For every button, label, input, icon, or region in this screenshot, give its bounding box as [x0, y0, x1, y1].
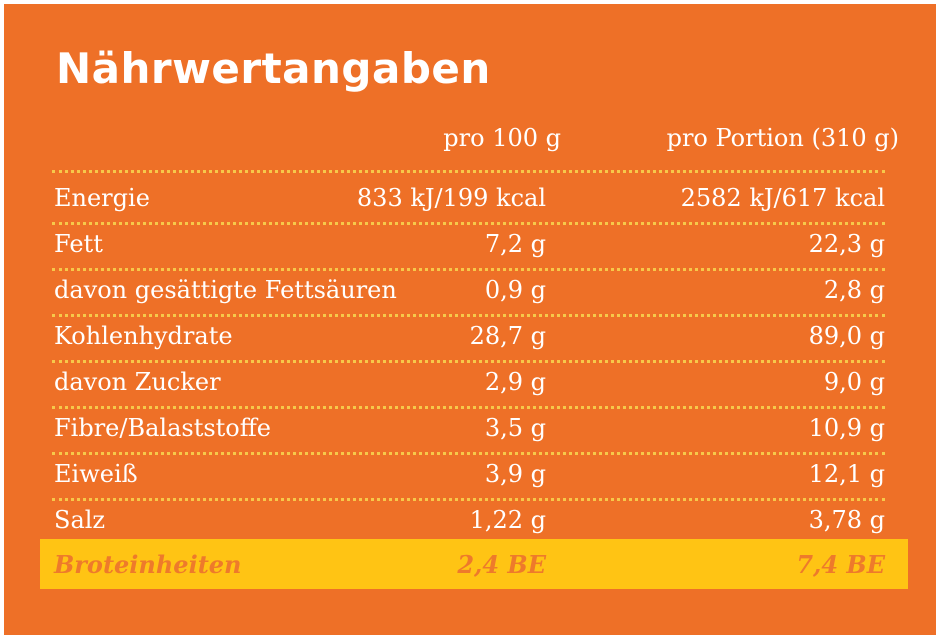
value-per-100g: 3,9 g: [484, 460, 546, 488]
column-header-per-portion: pro Portion (310 g): [666, 124, 899, 152]
row-label: Broteinheiten: [54, 550, 242, 579]
column-header-per-100g: pro 100 g: [443, 124, 561, 152]
row-label: davon Zucker: [54, 368, 221, 396]
table-row-energie: Energie 833 kJ/199 kcal 2582 kJ/617 kcal: [52, 176, 885, 220]
table-row-zucker: davon Zucker 2,9 g 9,0 g: [52, 360, 885, 404]
table-row-fett: Fett 7,2 g 22,3 g: [52, 222, 885, 266]
row-label: Kohlenhydrate: [54, 322, 233, 350]
value-per-portion: 9,0 g: [823, 368, 885, 396]
row-label: davon gesättigte Fettsäuren: [54, 276, 397, 304]
value-per-portion: 89,0 g: [808, 322, 885, 350]
row-divider: [52, 222, 885, 225]
row-label: Fibre/Balaststoffe: [54, 414, 272, 442]
page-title: Nährwertangaben: [56, 44, 491, 93]
row-label: Fett: [54, 230, 103, 258]
value-per-portion: 7,4 BE: [796, 550, 885, 579]
value-per-100g: 2,4 BE: [457, 550, 546, 579]
broteinheiten-highlight: [40, 539, 908, 589]
row-label: Energie: [54, 184, 150, 212]
value-per-100g: 833 kJ/199 kcal: [356, 184, 546, 212]
value-per-portion: 3,78 g: [808, 506, 885, 534]
table-row-eiweiss: Eiweiß 3,9 g 12,1 g: [52, 452, 885, 496]
value-per-100g: 0,9 g: [484, 276, 546, 304]
table-row-kohlenhydrate: Kohlenhydrate 28,7 g 89,0 g: [52, 314, 885, 358]
table-row-ballaststoffe: Fibre/Balaststoffe 3,5 g 10,9 g: [52, 406, 885, 450]
value-per-100g: 3,5 g: [484, 414, 546, 442]
row-divider: [52, 268, 885, 271]
row-divider: [52, 170, 885, 173]
nutrition-panel: [4, 4, 936, 635]
row-divider: [52, 498, 885, 501]
value-per-portion: 22,3 g: [808, 230, 885, 258]
table-row-broteinheiten: Broteinheiten 2,4 BE 7,4 BE: [52, 542, 885, 586]
row-divider: [52, 452, 885, 455]
row-divider: [52, 406, 885, 409]
row-divider: [52, 314, 885, 317]
value-per-100g: 1,22 g: [469, 506, 546, 534]
table-row-salz: Salz 1,22 g 3,78 g: [52, 498, 885, 542]
row-label: Salz: [54, 506, 106, 534]
value-per-portion: 2582 kJ/617 kcal: [680, 184, 885, 212]
row-label: Eiweiß: [54, 460, 138, 488]
value-per-100g: 7,2 g: [484, 230, 546, 258]
table-row-gesaettigte-fettsaeuren: davon gesättigte Fettsäuren 0,9 g 2,8 g: [52, 268, 885, 312]
value-per-100g: 28,7 g: [469, 322, 546, 350]
value-per-portion: 10,9 g: [808, 414, 885, 442]
value-per-100g: 2,9 g: [484, 368, 546, 396]
value-per-portion: 12,1 g: [808, 460, 885, 488]
value-per-portion: 2,8 g: [823, 276, 885, 304]
row-divider: [52, 360, 885, 363]
